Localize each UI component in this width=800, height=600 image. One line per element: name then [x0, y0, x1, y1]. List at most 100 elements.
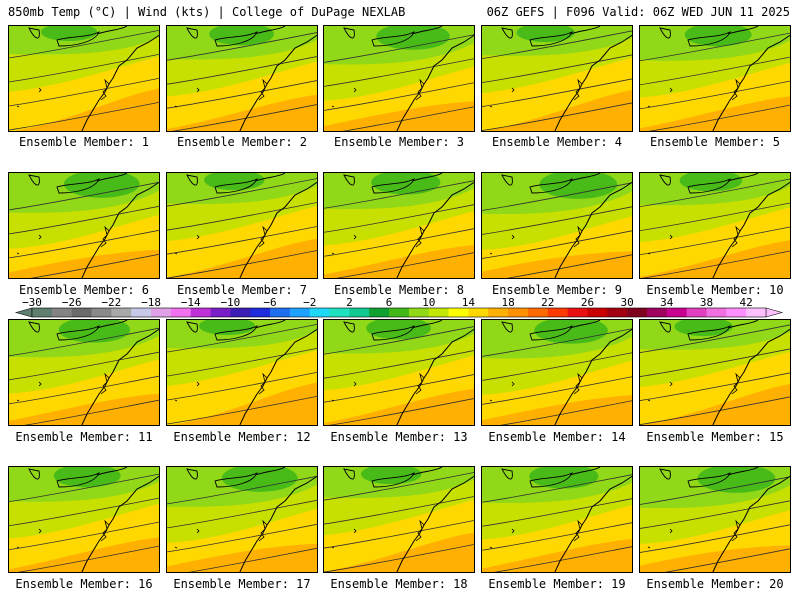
member-label: Ensemble Member: 8 [333, 283, 465, 297]
temperature-map [9, 173, 159, 278]
colorbar-label: −26 [62, 296, 82, 309]
colorbar-label: −2 [303, 296, 316, 309]
temperature-map [167, 26, 317, 131]
colorbar-label: 22 [541, 296, 554, 309]
colorbar-swatch [646, 308, 668, 317]
member-label: Ensemble Member: 15 [646, 430, 784, 444]
temperature-colorbar: −30 −26 −22 −18 −14 −10 −6 −2 2 6 10 14 18 22 26 30 34 38… [14, 296, 784, 318]
member-label: Ensemble Member: 10 [646, 283, 784, 297]
colorbar-swatch [190, 308, 211, 317]
map-panel [8, 172, 160, 279]
temperature-map [167, 173, 317, 278]
colorbar-swatch [428, 308, 449, 317]
colorbar-swatch [270, 308, 291, 317]
map-panel [166, 319, 318, 426]
map-panel [323, 25, 475, 132]
map-panel [8, 466, 160, 573]
colorbar-swatch [726, 308, 747, 317]
temperature-map [640, 320, 790, 425]
temperature-map [324, 26, 474, 131]
temperature-map [9, 26, 159, 131]
temperature-map [324, 320, 474, 425]
map-panel [323, 466, 475, 573]
map-panel [639, 466, 791, 573]
temperature-map [482, 467, 632, 572]
member-label: Ensemble Member: 14 [488, 430, 626, 444]
colorbar-swatch [627, 308, 648, 317]
map-panel [166, 466, 318, 573]
colorbar-label: 38 [700, 296, 713, 309]
temperature-map [9, 467, 159, 572]
temperature-map [482, 320, 632, 425]
colorbar-swatch [349, 308, 370, 317]
map-panel [481, 319, 633, 426]
colorbar-swatch [408, 308, 430, 317]
colorbar-swatch [131, 308, 152, 317]
colorbar-swatch [210, 308, 231, 317]
colorbar-label: −14 [181, 296, 201, 309]
map-panel [481, 25, 633, 132]
colorbar-swatch [71, 308, 92, 317]
colorbar-label: 14 [462, 296, 476, 309]
map-panel [639, 25, 791, 132]
colorbar-swatch [607, 308, 628, 317]
member-label: Ensemble Member: 12 [173, 430, 311, 444]
member-label: Ensemble Member: 9 [491, 283, 623, 297]
colorbar-label: 6 [386, 296, 393, 309]
member-label: Ensemble Member: 2 [176, 135, 308, 149]
map-panel [481, 466, 633, 573]
colorbar-swatch [369, 308, 390, 317]
map-panel [8, 319, 160, 426]
colorbar-label: 30 [621, 296, 634, 309]
member-label: Ensemble Member: 19 [488, 577, 626, 591]
colorbar-swatch [706, 308, 727, 317]
member-label: Ensemble Member: 6 [18, 283, 150, 297]
colorbar-swatch [289, 308, 311, 317]
colorbar-swatch [686, 308, 707, 317]
chart-title: 850mb Temp (°C) | Wind (kts) | College o… [8, 5, 406, 19]
colorbar-swatch [329, 308, 350, 317]
member-label: Ensemble Member: 20 [646, 577, 784, 591]
colorbar-swatch [51, 308, 72, 317]
colorbar-swatch [389, 308, 410, 317]
colorbar-swatch [547, 308, 568, 317]
colorbar-swatch [567, 308, 588, 317]
colorbar-frame [31, 307, 767, 318]
colorbar-label: 26 [581, 296, 594, 309]
member-label: Ensemble Member: 18 [330, 577, 468, 591]
temperature-map [482, 26, 632, 131]
member-label: Ensemble Member: 4 [491, 135, 623, 149]
colorbar-label: −22 [101, 296, 121, 309]
colorbar-swatch [666, 308, 687, 317]
colorbar-swatch [468, 308, 489, 317]
member-label: Ensemble Member: 13 [330, 430, 468, 444]
map-panel [8, 25, 160, 132]
member-label: Ensemble Member: 1 [18, 135, 150, 149]
member-label: Ensemble Member: 11 [15, 430, 153, 444]
model-run-label: 06Z GEFS | F096 Valid: 06Z WED JUN 11 20… [486, 5, 790, 19]
map-panel [323, 319, 475, 426]
member-label: Ensemble Member: 7 [176, 283, 308, 297]
colorbar-label: 34 [660, 296, 674, 309]
colorbar-swatch [91, 308, 112, 317]
colorbar-label: 10 [422, 296, 435, 309]
temperature-map [640, 173, 790, 278]
colorbar-min-arrow [14, 307, 33, 318]
temperature-map [9, 320, 159, 425]
member-label: Ensemble Member: 16 [15, 577, 153, 591]
colorbar-label: 18 [501, 296, 514, 309]
temperature-map [167, 320, 317, 425]
map-panel [166, 25, 318, 132]
colorbar-label: 2 [346, 296, 353, 309]
colorbar-label: −6 [263, 296, 276, 309]
colorbar-label: −30 [22, 296, 42, 309]
colorbar-swatch [151, 308, 172, 317]
colorbar-label: −18 [141, 296, 161, 309]
member-label: Ensemble Member: 5 [649, 135, 781, 149]
colorbar-swatch [488, 308, 509, 317]
colorbar-swatch [250, 308, 271, 317]
temperature-map [640, 467, 790, 572]
colorbar-swatch [111, 308, 132, 317]
colorbar-max-arrow [765, 307, 784, 318]
member-label: Ensemble Member: 17 [173, 577, 311, 591]
